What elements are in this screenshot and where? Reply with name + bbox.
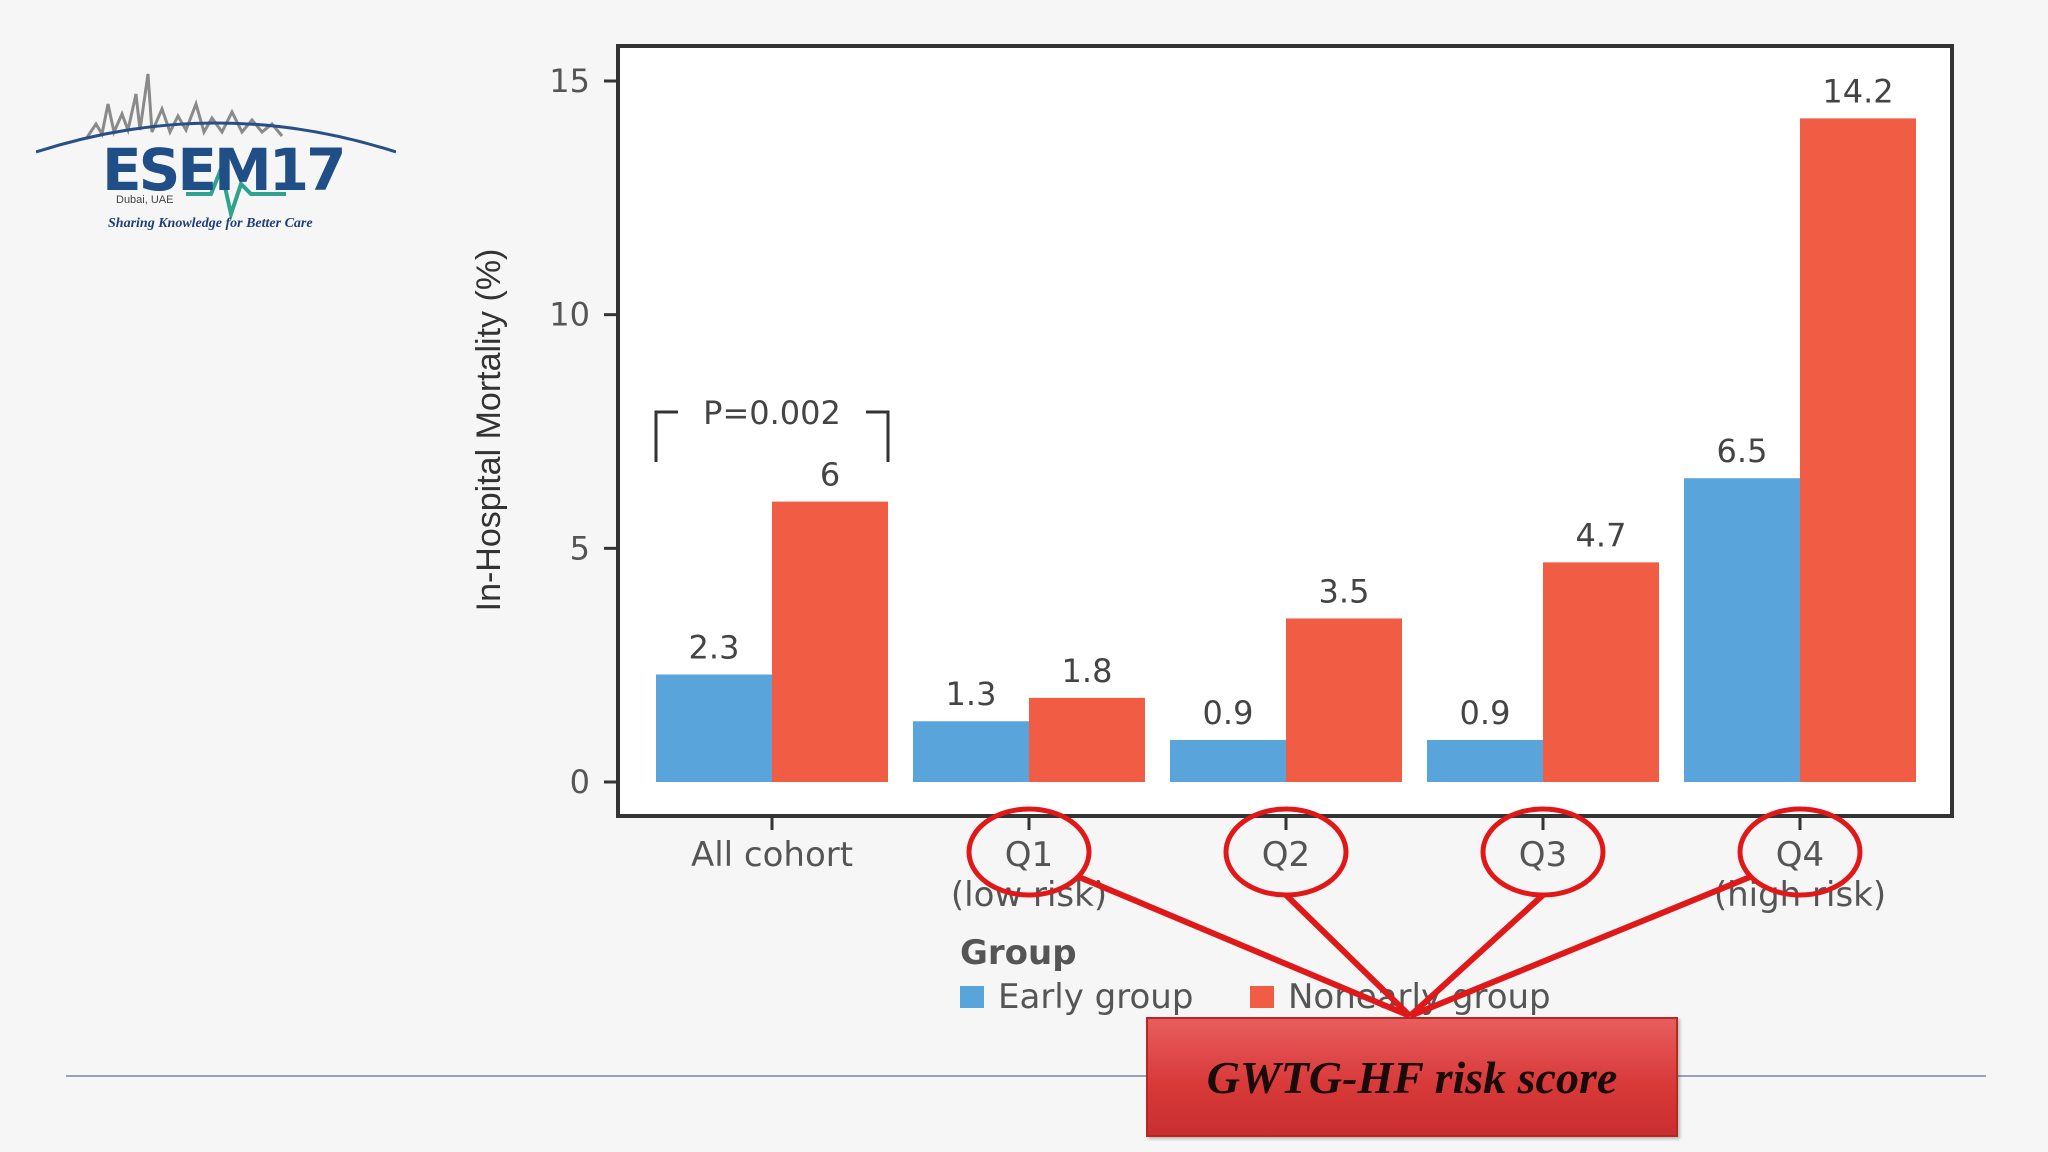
bar-value-label: 6 bbox=[820, 456, 840, 494]
legend-swatch bbox=[960, 986, 984, 1008]
bar-value-label: 14.2 bbox=[1822, 72, 1893, 110]
risk-score-callout: GWTG-HF risk score bbox=[1146, 1017, 1678, 1137]
highlight-ellipse bbox=[1737, 806, 1863, 898]
x-tick-label: Q4 bbox=[1776, 835, 1824, 875]
y-tick-label: 10 bbox=[549, 296, 590, 334]
bar-value-label: 3.5 bbox=[1319, 572, 1370, 610]
callout-label: GWTG-HF risk score bbox=[1206, 1051, 1618, 1103]
highlight-connector bbox=[1283, 892, 1413, 1019]
bar bbox=[1427, 739, 1543, 782]
legend-title: Group bbox=[960, 933, 1077, 973]
footer-divider bbox=[66, 1075, 1986, 1077]
bar bbox=[772, 501, 888, 782]
bar bbox=[1684, 478, 1800, 782]
bar bbox=[656, 674, 772, 782]
bar-value-label: 4.7 bbox=[1576, 516, 1627, 554]
bar bbox=[1800, 118, 1916, 783]
highlight-connector bbox=[1408, 874, 1752, 1019]
y-axis-label: In-Hospital Mortality (%) bbox=[470, 249, 508, 612]
bar bbox=[913, 721, 1029, 782]
y-tick-label: 15 bbox=[549, 62, 590, 100]
chart-annotations: P=0.002 bbox=[654, 394, 1863, 1019]
highlight-connector bbox=[1407, 892, 1546, 1019]
p-value-bracket bbox=[654, 410, 890, 462]
logo-wordmark: ESEM17 bbox=[102, 136, 346, 204]
bar bbox=[1286, 618, 1402, 782]
legend-label: Early group bbox=[998, 977, 1193, 1017]
bar-value-label: 0.9 bbox=[1203, 694, 1254, 732]
y-tick-label: 5 bbox=[570, 529, 590, 567]
x-tick-label: Q1 bbox=[1005, 835, 1053, 875]
x-tick-label: Q3 bbox=[1519, 835, 1567, 875]
bar-value-label: 1.8 bbox=[1062, 652, 1113, 690]
bar bbox=[1543, 562, 1659, 782]
conference-logo: ESEM17 Dubai, UAE Sharing Knowledge for … bbox=[36, 44, 396, 244]
x-tick-label: All cohort bbox=[691, 835, 853, 875]
skyline-logo-icon bbox=[36, 73, 396, 222]
bar bbox=[1170, 739, 1286, 782]
highlight-connector bbox=[1077, 874, 1412, 1019]
y-tick-label: 0 bbox=[570, 763, 590, 801]
bar-value-label: 6.5 bbox=[1717, 432, 1768, 470]
chart-bars bbox=[656, 118, 1916, 783]
logo-location: Dubai, UAE bbox=[116, 194, 174, 206]
bar-value-label: 1.3 bbox=[946, 675, 997, 713]
legend-swatch bbox=[1250, 986, 1274, 1008]
bar bbox=[1029, 697, 1145, 782]
x-tick-label: Q2 bbox=[1262, 835, 1310, 875]
bar-value-label: 0.9 bbox=[1460, 694, 1511, 732]
highlight-ellipse bbox=[966, 806, 1092, 898]
p-value-label: P=0.002 bbox=[703, 394, 841, 432]
chart-labels: 2.3 6 1.3 1.8 0.9 3.5 0.9 4.7 6.5 14.2 bbox=[689, 72, 1894, 732]
logo-tagline: Sharing Knowledge for Better Care bbox=[108, 216, 313, 231]
bar-value-label: 2.3 bbox=[689, 629, 740, 667]
